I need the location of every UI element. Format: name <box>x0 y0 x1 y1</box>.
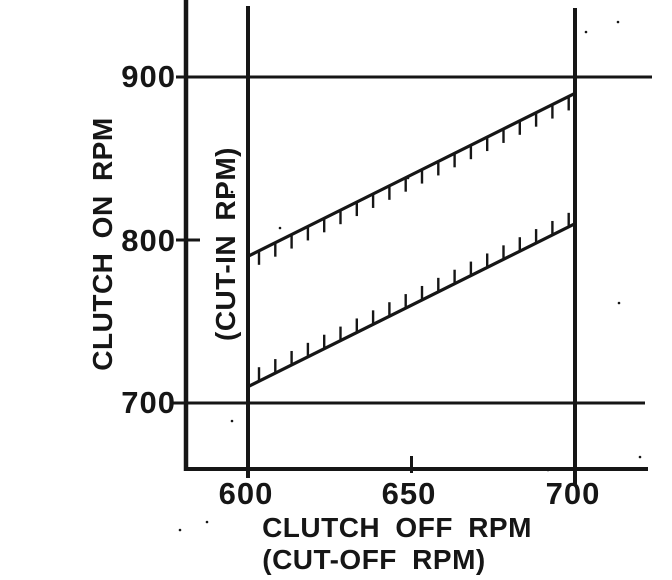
scan-speck <box>230 190 234 194</box>
x-axis-title-line1: CLUTCH OFF RPM <box>262 512 532 543</box>
y-tick-label-700: 700 <box>121 385 176 420</box>
scan-speck <box>638 455 642 459</box>
x-tick-label-700: 700 <box>545 476 601 511</box>
y-axis-title-line2: (CUT-IN RPM) <box>210 147 241 341</box>
scan-speck <box>406 176 410 180</box>
lower-limit-line <box>247 222 576 389</box>
upper-limit-line <box>247 91 576 258</box>
scan-speck <box>230 419 234 423</box>
scan-speck <box>178 528 182 532</box>
x-tick-label-650: 650 <box>381 476 437 511</box>
x-axis-title-line2: (CUT-OFF RPM) <box>262 544 486 575</box>
scan-speck <box>546 468 550 472</box>
scan-speck <box>205 520 209 524</box>
scan-speck <box>616 20 620 24</box>
y-axis-title: CLUTCH ON RPM (CUT-IN RPM) <box>0 84 241 404</box>
y-axis-title-line1: CLUTCH ON RPM <box>87 117 118 371</box>
scan-speck <box>617 301 621 305</box>
y-tick-label-800: 800 <box>121 223 176 258</box>
scan-speck <box>584 30 588 34</box>
scan-speck <box>278 226 282 230</box>
y-tick-label-900: 900 <box>121 59 176 94</box>
x-tick-label-600: 600 <box>218 476 274 511</box>
